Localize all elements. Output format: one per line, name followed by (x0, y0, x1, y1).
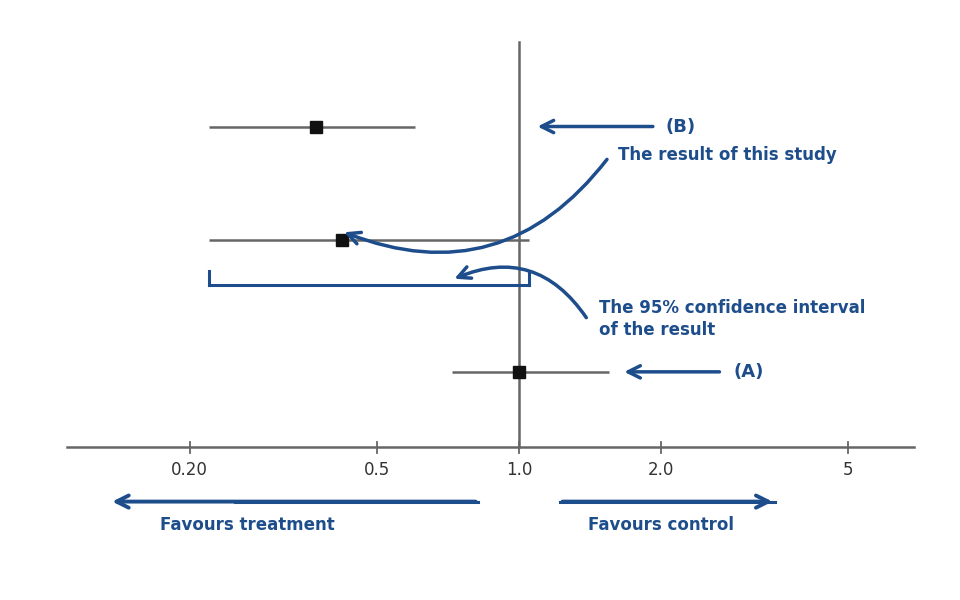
Text: The 95% confidence interval: The 95% confidence interval (599, 299, 866, 317)
Text: (B): (B) (666, 118, 696, 136)
Text: (A): (A) (733, 363, 763, 381)
Text: of the result: of the result (599, 322, 715, 340)
Text: 1.0: 1.0 (506, 461, 532, 479)
Text: Favours treatment: Favours treatment (160, 516, 335, 534)
Text: 5: 5 (843, 461, 853, 479)
Text: 0.20: 0.20 (171, 461, 208, 479)
FancyArrowPatch shape (458, 267, 587, 317)
Text: The result of this study: The result of this study (617, 146, 836, 164)
Text: 0.5: 0.5 (364, 461, 391, 479)
Text: Favours control: Favours control (588, 516, 733, 534)
Text: 2.0: 2.0 (648, 461, 674, 479)
FancyArrowPatch shape (348, 160, 607, 253)
